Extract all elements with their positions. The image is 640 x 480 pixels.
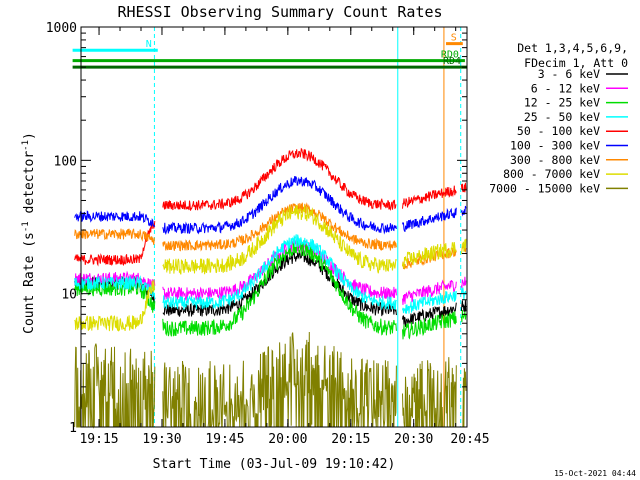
y-tick-label-2: 100 xyxy=(54,154,77,169)
x-tick-label-5: 20:30 xyxy=(394,432,433,447)
x-tick-label-1: 19:30 xyxy=(142,432,181,447)
series-line-12-25-kev xyxy=(74,240,467,340)
legend-label-300-800-kev: 300 - 800 keV xyxy=(510,153,600,167)
legend: Det 1,3,4,5,6,9,FDecim 1, Att 03 - 6 keV… xyxy=(489,41,628,195)
plot-frame xyxy=(80,26,468,428)
y-tick-label-1: 10 xyxy=(61,288,77,303)
flag-label-rd0: RD0 xyxy=(441,50,459,61)
series-line-6-12-kev xyxy=(74,239,467,305)
legend-label-3-6-kev: 3 - 6 keV xyxy=(538,67,600,81)
x-tick-label-0: 19:15 xyxy=(79,432,118,447)
series-line-100-300-kev xyxy=(74,176,467,235)
x-tick-label-4: 20:15 xyxy=(331,432,370,447)
legend-header-line-0: Det 1,3,4,5,6,9, xyxy=(517,41,628,55)
x-tick-label-2: 19:45 xyxy=(205,432,244,447)
x-tick-label-6: 20:45 xyxy=(450,432,489,447)
flag-label-rd4: RD4 xyxy=(443,56,461,67)
x-tick-label-3: 20:00 xyxy=(268,432,307,447)
series-line-25-50-kev xyxy=(74,234,467,314)
series-line-50-100-kev xyxy=(74,147,467,267)
y-tick-label-3: 1000 xyxy=(46,21,77,36)
legend-label-6-12-kev: 6 - 12 keV xyxy=(531,81,600,95)
x-axis-label: Start Time (03-Jul-09 19:10:42) xyxy=(153,457,396,472)
legend-label-800-7000-kev: 800 - 7000 keV xyxy=(503,167,600,181)
chart-title: RHESSI Observing Summary Count Rates xyxy=(117,3,442,21)
legend-header-line-1: FDecim 1, Att 0 xyxy=(524,56,628,70)
y-tick-label-0: 1 xyxy=(69,421,77,436)
y-axis-label: Count Rate (s-1 detector-1) xyxy=(21,132,37,334)
legend-label-50-100-kev: 50 - 100 keV xyxy=(517,124,600,138)
axes: 1 10 100 1000 19:15 19:30 19:45 20:00 20:15 20:30… xyxy=(46,21,490,447)
flag-label-s: S xyxy=(451,33,457,44)
flag-label-n: N xyxy=(146,39,152,50)
legend-label-25-50-kev: 25 - 50 keV xyxy=(524,110,600,124)
series-line-7000-15000-kev xyxy=(74,331,467,429)
legend-label-12-25-kev: 12 - 25 keV xyxy=(524,96,600,110)
legend-label-100-300-kev: 100 - 300 keV xyxy=(510,139,600,153)
legend-label-7000-15000-kev: 7000 - 15000 keV xyxy=(489,181,600,195)
series-line-800-7000-kev xyxy=(74,204,467,332)
timestamp-text: 15-Oct-2021 04:44 xyxy=(554,469,636,478)
